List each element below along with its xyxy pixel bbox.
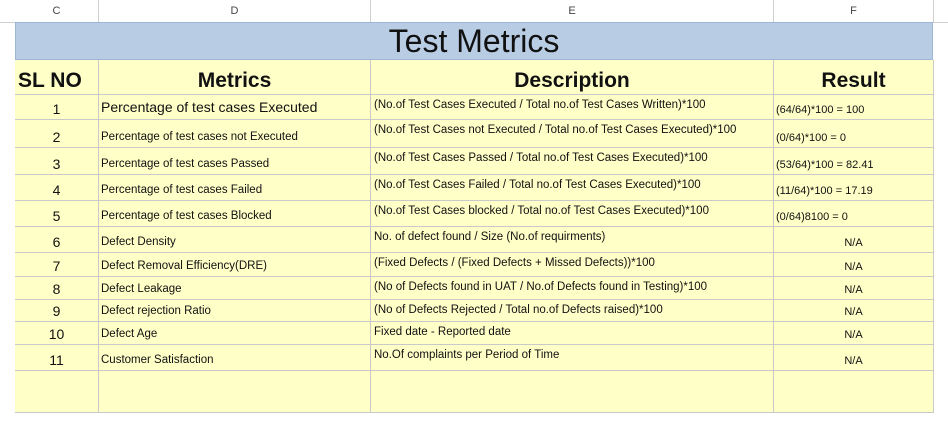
metric-cell[interactable]: Defect Age [99,322,371,345]
sl-no-cell[interactable]: 4 [15,175,99,201]
column-header-d[interactable]: D [99,0,371,22]
column-header-bar: C D E F [0,0,948,23]
result-cell[interactable]: N/A [774,345,934,371]
table-header-row: SL NO Metrics Description Result [15,60,934,95]
table-row: 6 Defect Density No. of defect found / Siz… [15,227,934,253]
sl-no-cell[interactable]: 5 [15,201,99,227]
description-cell[interactable]: (Fixed Defects / (Fixed Defects + Missed… [371,253,774,277]
sl-no-cell[interactable]: 10 [15,322,99,345]
result-cell[interactable]: (11/64)*100 = 17.19 [774,175,934,201]
description-cell[interactable]: (No.of Test Cases Executed / Total no.of… [371,95,774,120]
table-row: 10 Defect Age Fixed date - Reported date N/… [15,322,934,345]
column-header-e[interactable]: E [371,0,774,22]
description-cell[interactable]: No.Of complaints per Period of Time [371,345,774,371]
sl-no-cell[interactable]: 9 [15,300,99,322]
metric-cell[interactable]: Defect Removal Efficiency(DRE) [99,253,371,277]
column-header-f[interactable]: F [774,0,934,22]
table-row: 2 Percentage of test cases not Executed (N… [15,120,934,148]
description-cell[interactable]: (No.of Test Cases blocked / Total no.of … [371,201,774,227]
table-row: 4 Percentage of test cases Failed (No.of T… [15,175,934,201]
sl-no-cell[interactable]: 1 [15,95,99,120]
metric-cell[interactable]: Customer Satisfaction [99,345,371,371]
result-cell[interactable]: N/A [774,322,934,345]
description-cell[interactable]: (No.of Test Cases Failed / Total no.of T… [371,175,774,201]
table-row: 5 Percentage of test cases Blocked (No.of … [15,201,934,227]
sl-no-cell[interactable]: 7 [15,253,99,277]
metric-cell[interactable]: Percentage of test cases not Executed [99,120,371,148]
empty-cell-e[interactable] [371,371,774,413]
result-cell[interactable]: N/A [774,227,934,253]
metric-cell[interactable]: Percentage of test cases Blocked [99,201,371,227]
table-row: 7 Defect Removal Efficiency(DRE) (Fixed De… [15,253,934,277]
sl-no-cell[interactable]: 6 [15,227,99,253]
empty-cell-f[interactable] [774,371,934,413]
empty-cell-d[interactable] [99,371,371,413]
result-cell[interactable]: N/A [774,277,934,300]
empty-cell-c[interactable] [15,371,99,413]
result-cell[interactable]: N/A [774,300,934,322]
description-cell[interactable]: (No of Defects found in UAT / No.of Defe… [371,277,774,300]
table-row: 9 Defect rejection Ratio (No of Defects Re… [15,300,934,322]
metrics-table: SL NO Metrics Description Result 1 Percen… [15,60,934,413]
sl-no-cell[interactable]: 2 [15,120,99,148]
metric-cell[interactable]: Percentage of test cases Passed [99,148,371,175]
sheet-title-cell[interactable]: Test Metrics [15,22,933,60]
result-cell[interactable]: (0/64)8100 = 0 [774,201,934,227]
header-sl-no[interactable]: SL NO [15,60,99,95]
column-header-c[interactable]: C [15,0,99,22]
metric-cell[interactable]: Percentage of test cases Executed [99,95,371,120]
sl-no-cell[interactable]: 3 [15,148,99,175]
table-row: 8 Defect Leakage (No of Defects found in U… [15,277,934,300]
table-row: 11 Customer Satisfaction No.Of complaints … [15,345,934,371]
metric-cell[interactable]: Defect Leakage [99,277,371,300]
header-metrics[interactable]: Metrics [99,60,371,95]
result-cell[interactable]: (0/64)*100 = 0 [774,120,934,148]
result-cell[interactable]: (64/64)*100 = 100 [774,95,934,120]
empty-row [15,371,934,413]
table-row: 1 Percentage of test cases Executed (No.of… [15,95,934,120]
sl-no-cell[interactable]: 11 [15,345,99,371]
description-cell[interactable]: No. of defect found / Size (No.of requir… [371,227,774,253]
header-description[interactable]: Description [371,60,774,95]
metric-cell[interactable]: Defect rejection Ratio [99,300,371,322]
description-cell[interactable]: Fixed date - Reported date [371,322,774,345]
table-row: 3 Percentage of test cases Passed (No.of T… [15,148,934,175]
description-cell[interactable]: (No.of Test Cases not Executed / Total n… [371,120,774,148]
result-cell[interactable]: (53/64)*100 = 82.41 [774,148,934,175]
metric-cell[interactable]: Defect Density [99,227,371,253]
header-result[interactable]: Result [774,60,934,95]
description-cell[interactable]: (No.of Test Cases Passed / Total no.of T… [371,148,774,175]
description-cell[interactable]: (No of Defects Rejected / Total no.of De… [371,300,774,322]
result-cell[interactable]: N/A [774,253,934,277]
sl-no-cell[interactable]: 8 [15,277,99,300]
metric-cell[interactable]: Percentage of test cases Failed [99,175,371,201]
